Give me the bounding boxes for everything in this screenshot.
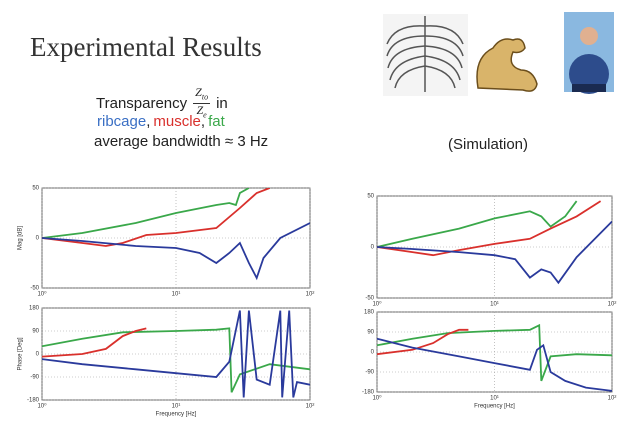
x-axis-label: Frequency [Hz] — [156, 412, 197, 418]
y-tick-label: 0 — [36, 352, 40, 358]
y-tick-label: 50 — [367, 194, 374, 200]
x-tick-label: 10¹ — [172, 404, 181, 410]
y-axis-label: Phase [Deg] — [18, 337, 24, 370]
y-tick-label: 0 — [36, 236, 40, 242]
y-tick-label: 50 — [32, 186, 39, 192]
x-tick-label: 10¹ — [490, 396, 499, 402]
y-axis-label: Mag [dB] — [18, 226, 24, 250]
x-tick-label: 10¹ — [490, 302, 499, 308]
x-tick-label: 10² — [306, 404, 315, 410]
y-tick-label: 90 — [32, 329, 39, 335]
x-tick-label: 10⁰ — [37, 403, 47, 410]
x-tick-label: 10² — [306, 292, 315, 298]
y-tick-label: -90 — [30, 375, 39, 381]
x-axis-label: Frequency [Hz] — [474, 404, 515, 410]
x-tick-label: 10² — [608, 396, 617, 402]
slide: Experimental Results Transparency Zto Ze… — [0, 0, 634, 424]
y-tick-label: 0 — [371, 245, 375, 251]
x-tick-label: 10⁰ — [372, 395, 382, 402]
x-tick-label: 10² — [608, 302, 617, 308]
y-tick-label: -90 — [365, 370, 374, 376]
y-tick-label: 180 — [364, 310, 375, 316]
x-tick-label: 10¹ — [172, 292, 181, 298]
x-tick-label: 10⁰ — [37, 291, 47, 298]
charts: -5005010⁰10¹10²Mag [dB]-180-9009018010⁰1… — [0, 0, 634, 424]
x-tick-label: 10⁰ — [372, 301, 382, 308]
y-tick-label: 0 — [371, 350, 375, 356]
y-tick-label: 180 — [29, 306, 40, 312]
y-tick-label: 90 — [367, 330, 374, 336]
